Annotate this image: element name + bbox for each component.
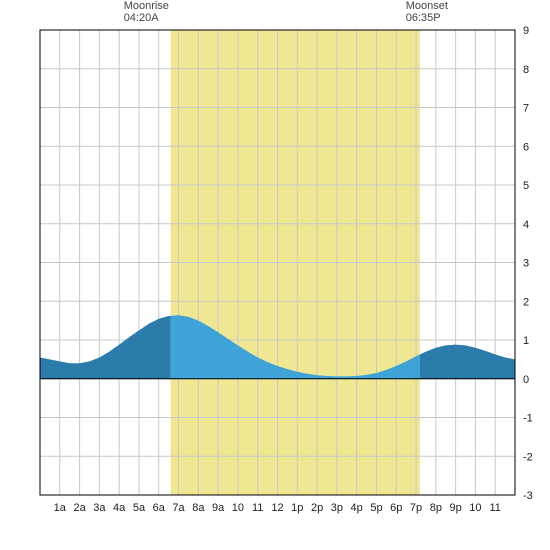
- moonset-label: Moonset: [406, 0, 448, 12]
- svg-text:8: 8: [523, 64, 529, 76]
- svg-text:11: 11: [489, 502, 500, 514]
- svg-text:4p: 4p: [351, 502, 363, 514]
- svg-text:2p: 2p: [311, 502, 323, 514]
- svg-text:8p: 8p: [430, 502, 442, 514]
- svg-text:5: 5: [523, 180, 529, 192]
- svg-text:5p: 5p: [370, 502, 382, 514]
- moonrise-annotation: Moonrise 04:20A: [124, 0, 169, 24]
- svg-text:10: 10: [469, 502, 481, 514]
- svg-text:4: 4: [523, 219, 529, 231]
- svg-text:7p: 7p: [410, 502, 422, 514]
- svg-text:9a: 9a: [212, 502, 225, 514]
- svg-text:0: 0: [523, 374, 529, 386]
- svg-text:-3: -3: [523, 490, 533, 502]
- svg-text:3p: 3p: [331, 502, 343, 514]
- svg-text:8a: 8a: [192, 502, 205, 514]
- chart-svg: 1a2a3a4a5a6a7a8a9a1011121p2p3p4p5p6p7p8p…: [0, 0, 550, 550]
- moonrise-label: Moonrise: [124, 0, 169, 12]
- svg-text:2: 2: [523, 296, 529, 308]
- svg-text:6: 6: [523, 141, 529, 153]
- svg-text:1a: 1a: [54, 502, 67, 514]
- svg-text:7a: 7a: [172, 502, 185, 514]
- svg-text:9p: 9p: [450, 502, 462, 514]
- svg-text:1p: 1p: [291, 502, 303, 514]
- svg-text:2a: 2a: [73, 502, 86, 514]
- moonrise-value: 04:20A: [124, 12, 169, 24]
- svg-text:1: 1: [523, 335, 529, 347]
- svg-text:11: 11: [252, 502, 263, 514]
- tide-chart: Moonrise 04:20A Moonset 06:35P 1a 2a 3a 4a 5…: [0, 0, 550, 550]
- svg-text:12: 12: [271, 502, 283, 514]
- svg-text:6a: 6a: [153, 502, 166, 514]
- svg-text:9: 9: [523, 25, 529, 37]
- moonset-value: 06:35P: [406, 12, 448, 24]
- svg-text:6p: 6p: [390, 502, 402, 514]
- svg-text:4a: 4a: [113, 502, 126, 514]
- moonset-annotation: Moonset 06:35P: [406, 0, 448, 24]
- svg-text:3a: 3a: [93, 502, 106, 514]
- svg-text:5a: 5a: [133, 502, 146, 514]
- svg-text:7: 7: [523, 103, 529, 115]
- svg-text:-2: -2: [523, 451, 533, 463]
- svg-text:-1: -1: [523, 413, 533, 425]
- svg-text:10: 10: [232, 502, 244, 514]
- svg-text:3: 3: [523, 258, 529, 270]
